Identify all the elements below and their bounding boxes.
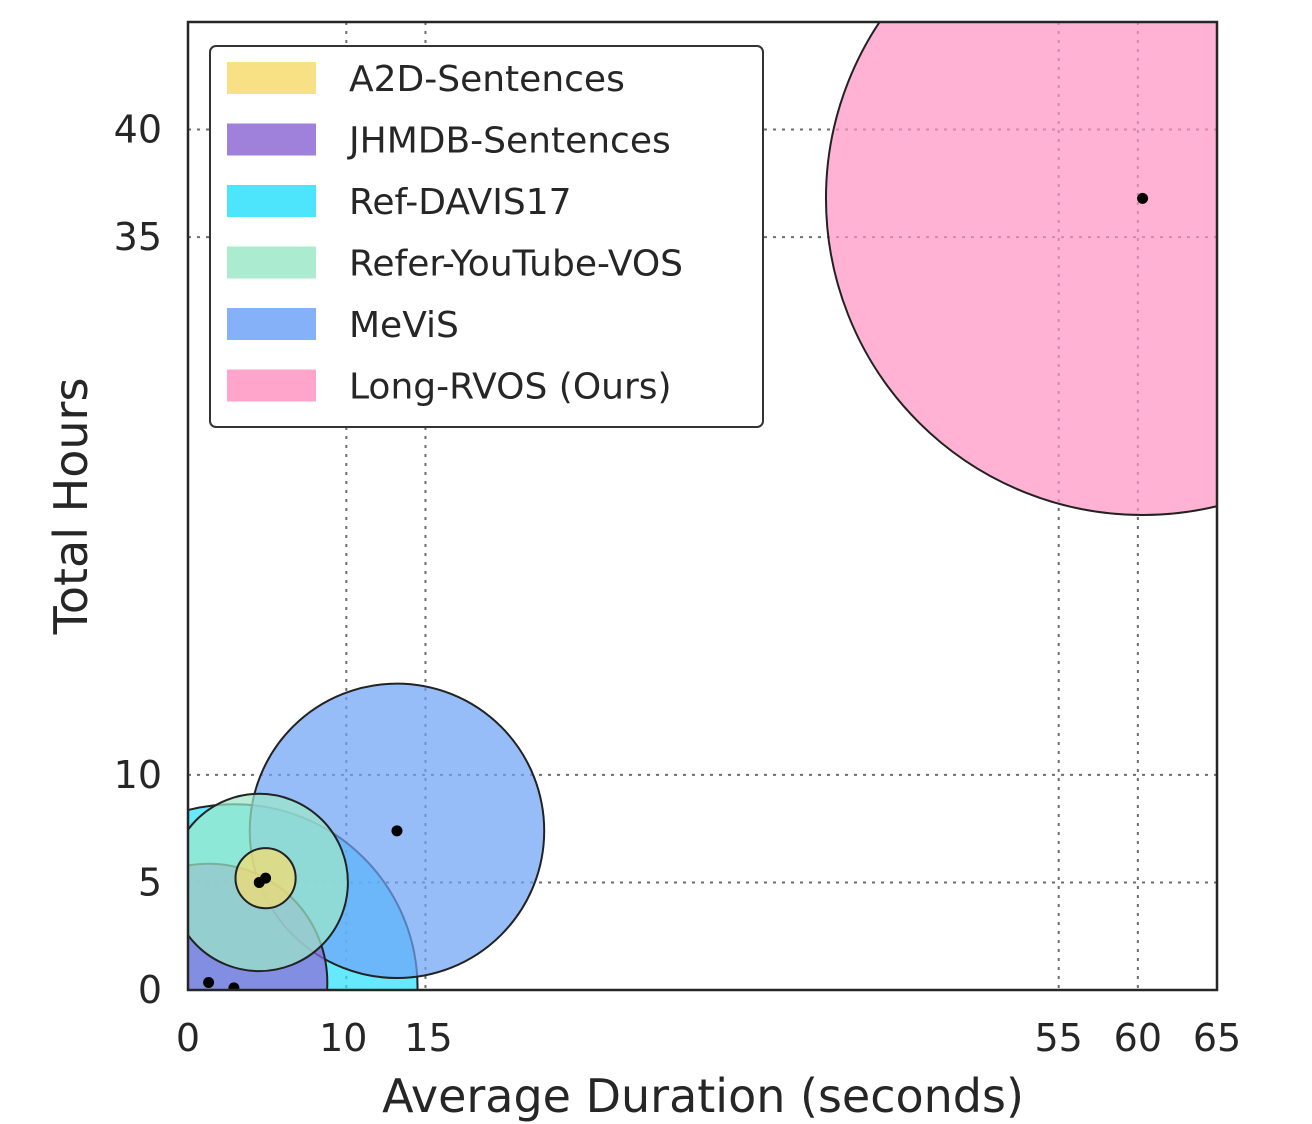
legend-swatch-mevis	[227, 308, 316, 340]
y-tick-labels: 0 5 10 35 40	[114, 108, 162, 1012]
x-tick-label-65: 65	[1193, 1016, 1241, 1060]
legend-label-jhmdb-sentences: JHMDB-Sentences	[347, 121, 671, 162]
legend-swatch-refer-youtube-vos	[227, 246, 316, 279]
center-point-refer-youtube-vos	[253, 876, 265, 888]
x-tick-labels: 0 10 15 55 60 65	[176, 1016, 1241, 1060]
y-tick-label-40: 40	[114, 108, 162, 152]
legend-box	[209, 45, 764, 428]
y-tick-label-0: 0	[138, 968, 162, 1012]
legend-swatch-ref-davis17	[227, 185, 316, 217]
y-axis-title: Total Hours	[44, 378, 98, 636]
center-point-ref-davis17	[228, 982, 240, 990]
x-tick-label-55: 55	[1035, 1016, 1083, 1060]
legend-swatch-jhmdb-sentences	[227, 123, 316, 156]
center-point-long-rvos-ours	[1137, 192, 1149, 204]
x-axis-title: Average Duration (seconds)	[382, 1069, 1024, 1123]
bubble-long-rvos-ours	[825, 22, 1217, 516]
legend-swatch-long-rvos-ours	[227, 369, 316, 402]
legend: A2D-Sentences JHMDB-Sentences Ref-DAVIS17 R…	[209, 45, 764, 428]
y-tick-label-10: 10	[114, 753, 162, 797]
x-tick-label-60: 60	[1114, 1016, 1162, 1060]
legend-label-a2d-sentences: A2D-Sentences	[349, 59, 625, 100]
center-points	[203, 192, 1149, 990]
y-tick-label-5: 5	[138, 860, 162, 904]
x-tick-label-15: 15	[404, 1016, 452, 1060]
legend-swatch-a2d-sentences	[227, 62, 316, 94]
x-tick-label-10: 10	[319, 1016, 367, 1060]
x-tick-label-0: 0	[176, 1016, 200, 1060]
legend-label-long-rvos-ours: Long-RVOS (Ours)	[349, 367, 672, 408]
legend-label-mevis: MeViS	[349, 305, 459, 346]
center-point-jhmdb-sentences	[203, 976, 215, 988]
center-point-mevis	[391, 825, 403, 837]
legend-label-refer-youtube-vos: Refer-YouTube-VOS	[349, 244, 683, 285]
plot-frame	[186, 20, 1219, 992]
legend-label-ref-davis17: Ref-DAVIS17	[349, 182, 572, 223]
y-tick-label-35: 35	[114, 215, 162, 259]
